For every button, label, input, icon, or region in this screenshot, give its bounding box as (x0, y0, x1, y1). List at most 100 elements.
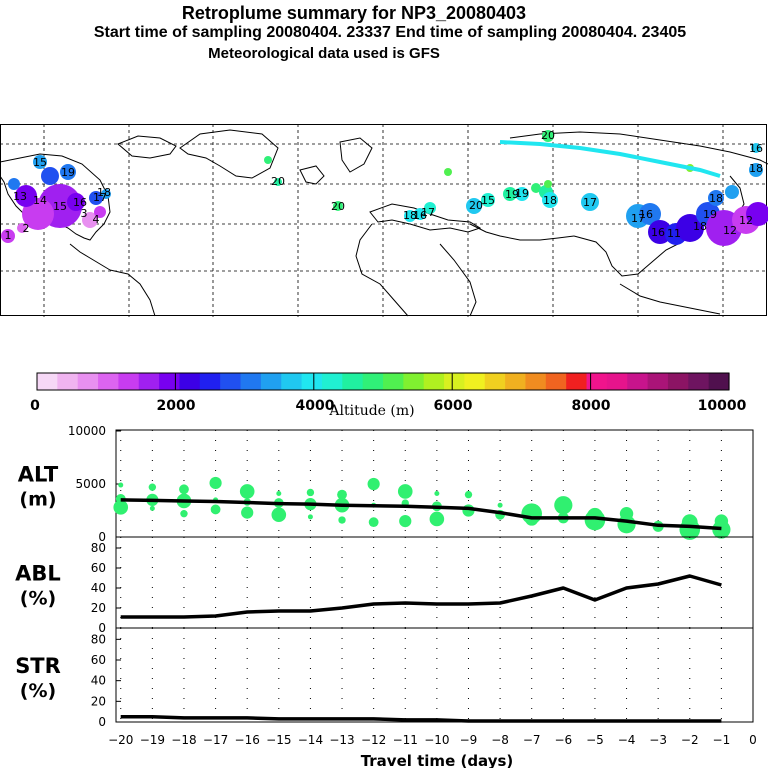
alt-point (368, 517, 379, 528)
alt-point (497, 502, 503, 508)
colorbar-cell (77, 373, 99, 390)
colorbar-tick-label: 6000 (434, 398, 473, 414)
series-line-str (120, 715, 722, 723)
colorbar-cell (647, 373, 669, 390)
alt-point (367, 477, 380, 491)
x-tick-label: −20 (108, 733, 133, 747)
panel-frame (115, 627, 754, 723)
colorbar-cell (444, 373, 466, 390)
y-tick-label: 0 (98, 715, 106, 729)
alt-point (584, 509, 606, 531)
alt-point (307, 514, 313, 520)
x-tick-label: −1 (713, 733, 731, 747)
colorbar-cell (240, 373, 262, 390)
map-label: 17 (583, 196, 597, 209)
colorbar-cell (464, 373, 486, 390)
map-label: 16 (73, 196, 87, 209)
panel-str: 0 20 40 60 80 STR(%) (15, 627, 754, 729)
alt-point (241, 506, 254, 519)
colorbar-cell (586, 373, 608, 390)
x-tick-label: −10 (424, 733, 449, 747)
panel-ylabel-unit: (%) (20, 680, 56, 702)
map-label: 12 (723, 224, 737, 237)
colorbar-cell (321, 373, 343, 390)
colorbar-tick-label: 0 (30, 398, 40, 414)
y-tick-label: 5000 (75, 477, 106, 491)
map-label: 13 (13, 190, 27, 203)
map-label: 12 (739, 214, 753, 227)
x-tick-label: −4 (618, 733, 636, 747)
colorbar-cell (362, 373, 384, 390)
panel-ylabel: ABL (15, 562, 61, 586)
colorbar-cell (403, 373, 425, 390)
map-plume-trail (499, 140, 721, 178)
x-tick-label: −7 (523, 733, 541, 747)
map-label: 11 (667, 227, 681, 240)
colorbar-cell (260, 373, 282, 390)
alt-point (338, 516, 346, 524)
x-tick-label: −2 (681, 733, 699, 747)
y-tick-label: 40 (91, 674, 106, 688)
x-tick-label: −3 (649, 733, 667, 747)
x-tick-label: 0 (749, 733, 757, 747)
colorbar-cell (667, 373, 689, 390)
colorbar-cell (545, 373, 567, 390)
map-label: 19 (505, 188, 519, 201)
alt-point (149, 505, 155, 511)
met-data-line: Meteorological data used is GFS (208, 45, 440, 62)
x-tick-label: −12 (361, 733, 386, 747)
map-label: 20 (271, 175, 285, 188)
alt-point (276, 491, 282, 497)
y-tick-label: 80 (91, 541, 106, 555)
alt-point (179, 484, 189, 495)
map-label: 17 (93, 191, 107, 204)
map-label: 18 (97, 186, 111, 199)
map-label: 15 (481, 194, 495, 207)
colorbar-cell (688, 373, 710, 390)
colorbar-ticks: 0 2000 4000 6000 8000 10000 (30, 373, 747, 414)
alt-point (210, 504, 221, 515)
colorbar-cell (627, 373, 649, 390)
map-label: 15 (53, 200, 67, 213)
map-label: 14 (33, 194, 47, 207)
colorbar-cell (159, 373, 181, 390)
colorbar-cell (281, 373, 303, 390)
sampling-times: Start time of sampling 20080404. 23337 E… (93, 24, 687, 41)
map-label: 15 (33, 156, 47, 169)
y-tick-label: 40 (91, 581, 106, 595)
x-tick-label: −15 (266, 733, 291, 747)
map-label: 18 (693, 220, 707, 233)
map-label: 17 (421, 206, 435, 219)
panel-abl: 0 20 40 60 80 ABL(%) (15, 536, 754, 635)
y-tick-label: 60 (91, 653, 106, 667)
x-tick-label: −11 (393, 733, 418, 747)
x-tick-label: −19 (140, 733, 165, 747)
map-label: 4 (93, 213, 100, 226)
series-line-alt (120, 498, 722, 531)
alt-point (554, 496, 573, 515)
map-label: 19 (61, 166, 75, 179)
panel-ylabel: STR (15, 654, 61, 678)
colorbar-cell (118, 373, 140, 390)
colorbar-cell (98, 373, 120, 390)
colorbar-cell (57, 373, 79, 390)
colorbar-cell (37, 373, 58, 390)
alt-point (209, 476, 222, 490)
map-label: 18 (709, 192, 723, 205)
alt-point (113, 500, 129, 515)
x-tick-label: −6 (554, 733, 572, 747)
map-label: 19 (703, 208, 717, 221)
alt-point (180, 509, 188, 518)
y-tick-label: 10000 (68, 424, 106, 438)
panel-ylabel-unit: (%) (20, 588, 56, 610)
map-label: 3 (81, 207, 88, 220)
alt-point (434, 491, 440, 497)
y-tick-label: 20 (91, 601, 106, 615)
map-label: 2 (23, 222, 30, 235)
colorbar-cell (199, 373, 221, 390)
colorbar-cell (138, 373, 160, 390)
y-tick-label: 0 (98, 621, 106, 635)
map-label: 16 (639, 208, 653, 221)
x-tick-label: −13 (329, 733, 354, 747)
colorbar-cell (484, 373, 506, 390)
